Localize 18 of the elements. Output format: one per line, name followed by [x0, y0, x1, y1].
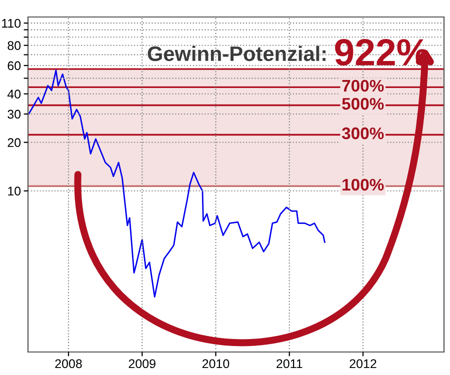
x-tick-label: 2011 — [276, 359, 302, 368]
annotation: Gewinn-Potenzial: — [148, 46, 326, 62]
y-tick-label: 110 — [2, 18, 21, 28]
y-tick-label: 10 — [8, 186, 21, 196]
annotation: 100% — [342, 178, 384, 191]
x-tick-label: 2012 — [350, 359, 376, 368]
line-series — [28, 70, 326, 298]
y-tick-label: 30 — [8, 110, 21, 119]
y-tick-label: 80 — [8, 41, 21, 50]
annotation: 500% — [342, 98, 384, 110]
annotation: 300% — [342, 127, 384, 140]
x-tick-label: 2009 — [128, 359, 156, 368]
y-tick-label: 40 — [7, 90, 21, 99]
x-tick-label: 2010 — [202, 359, 230, 368]
y-tick-label: 60 — [8, 61, 21, 70]
y-tick-label: 20 — [8, 138, 21, 148]
annotation: 700% — [342, 80, 384, 92]
x-tick-label: 2008 — [55, 359, 82, 368]
